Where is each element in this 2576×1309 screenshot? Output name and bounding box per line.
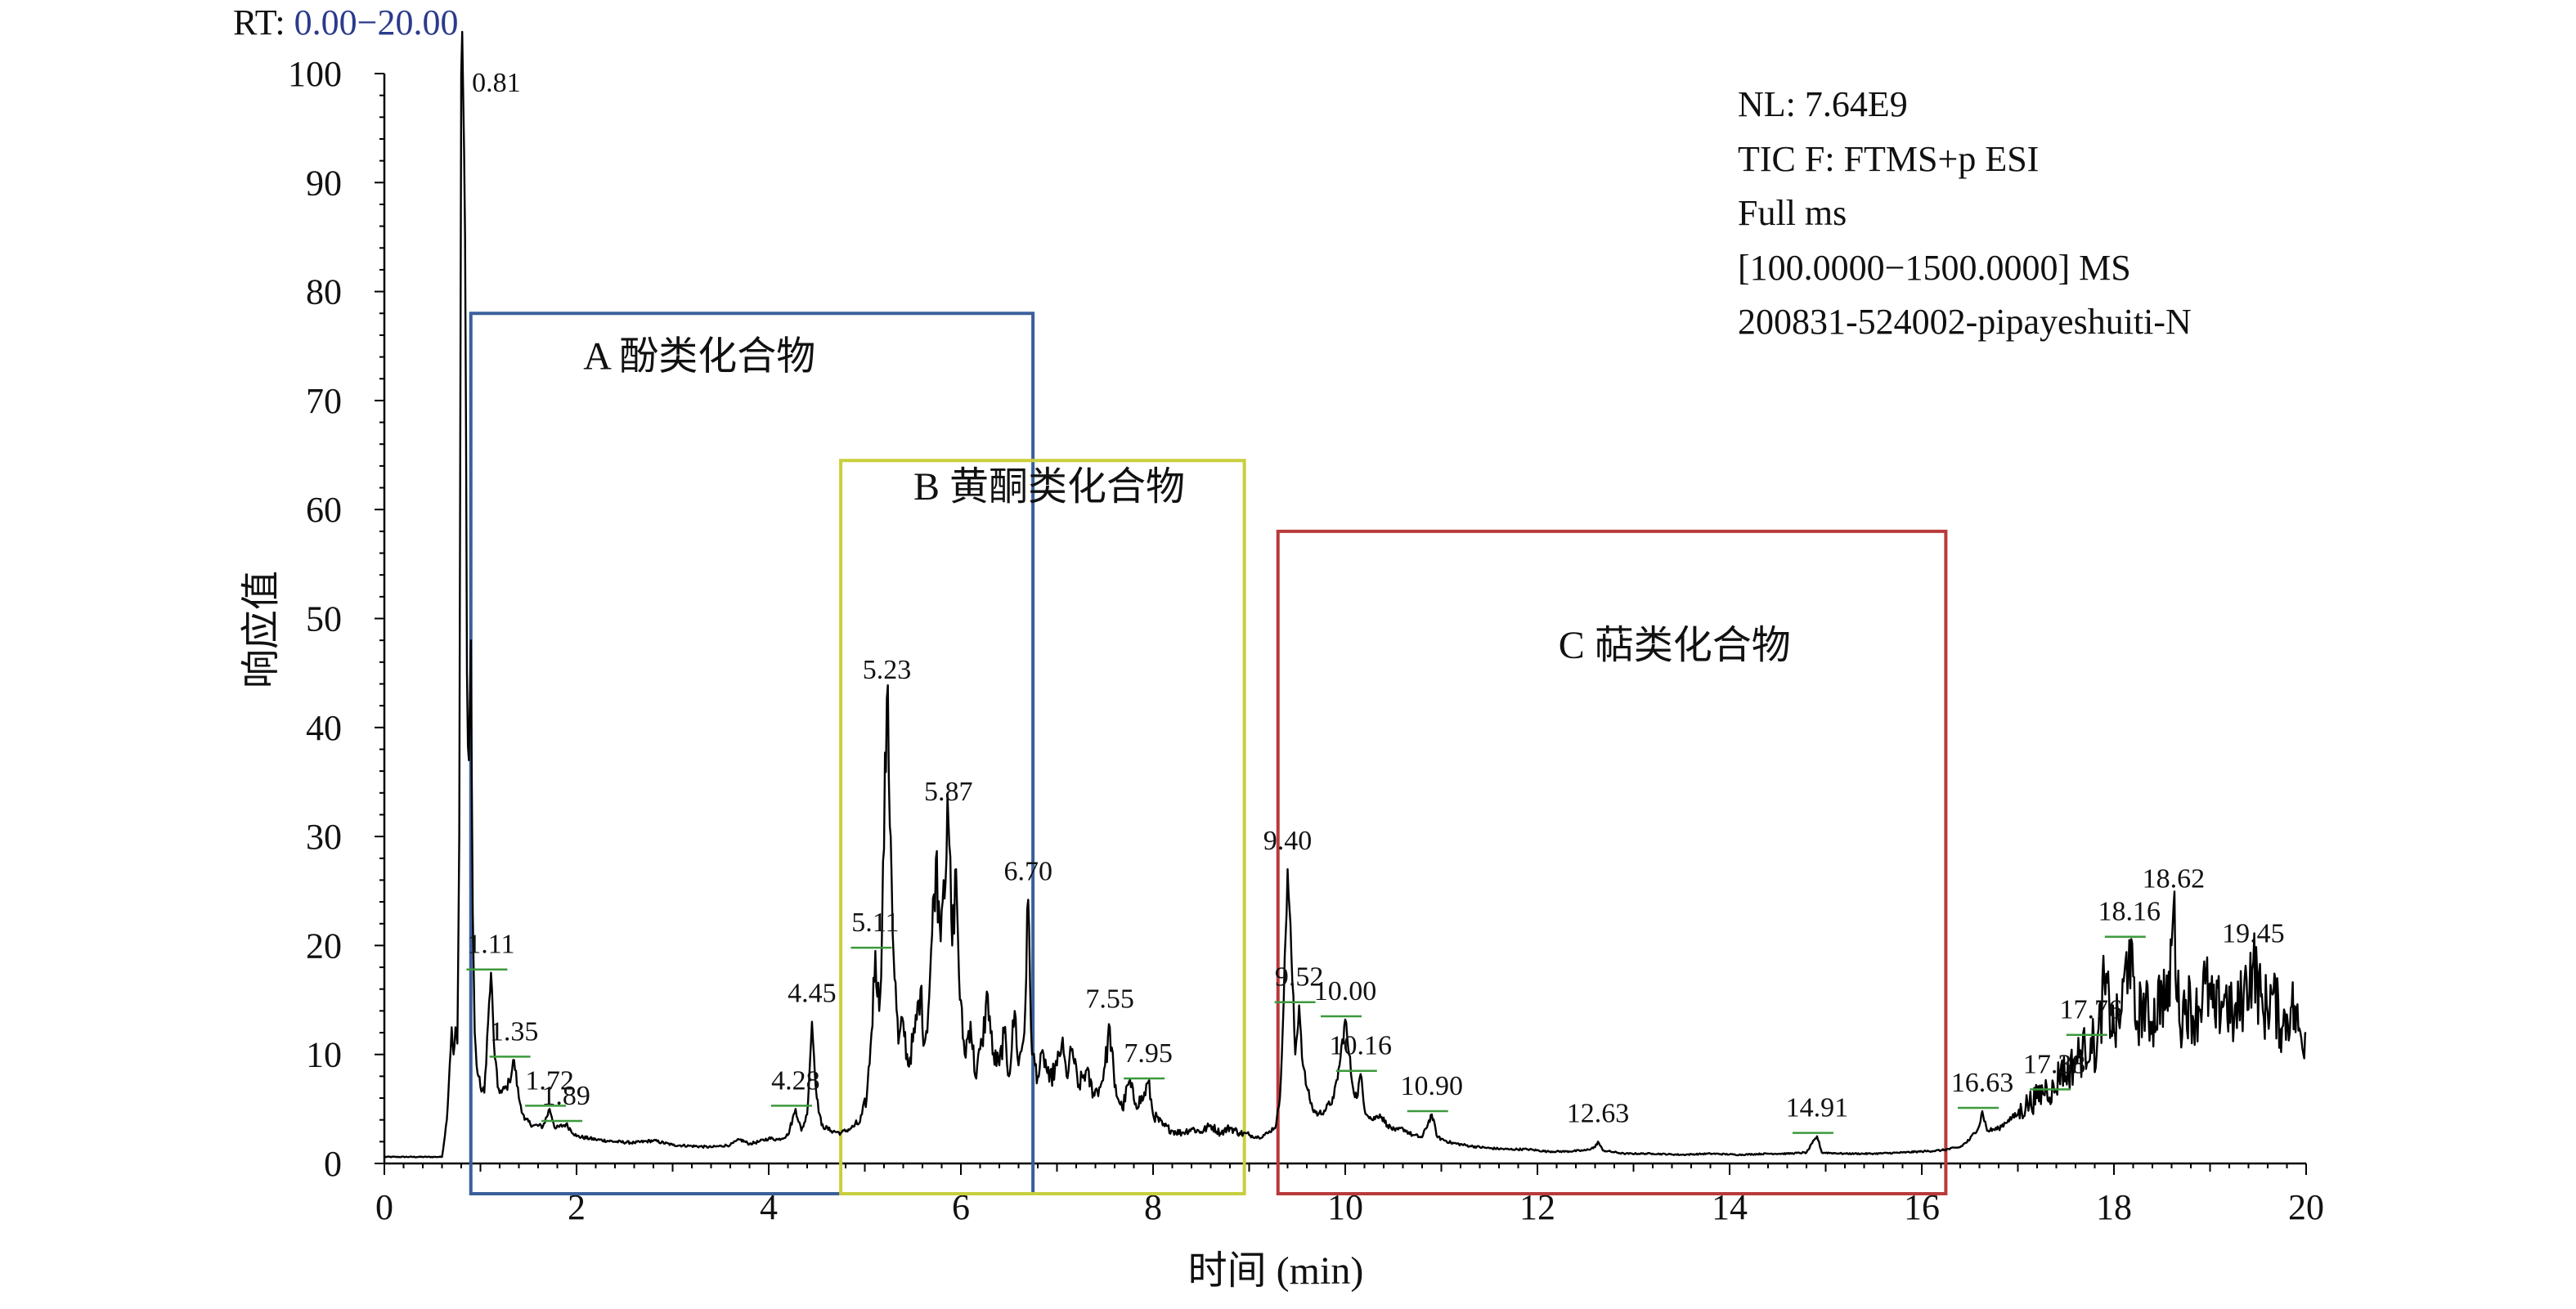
compound-regions: A 酚类化合物 B 黄酮类化合物 C 萜类化合物 xyxy=(469,312,1948,1195)
y-tick-label: 10 xyxy=(306,1035,342,1075)
region-a-phenols-box xyxy=(469,312,1035,1195)
y-tick-label: 40 xyxy=(306,708,342,748)
info-line-tic: TIC F: FTMS+p ESI xyxy=(1738,139,2039,179)
peak-label: 18.62 xyxy=(2143,864,2206,894)
peak-label: 4.45 xyxy=(788,979,837,1009)
peak-label: 1.72 xyxy=(525,1065,574,1096)
peak-label: 14.91 xyxy=(1786,1093,1849,1123)
y-tick-label: 50 xyxy=(306,599,342,639)
peak-label: 5.23 xyxy=(863,655,912,685)
y-tick-label: 80 xyxy=(306,272,342,312)
y-tick-label: 20 xyxy=(306,926,342,966)
rt-prefix: RT: xyxy=(233,2,294,43)
acquisition-info: NL: 7.64E9 TIC F: FTMS+p ESI Full ms [10… xyxy=(1738,84,2192,342)
info-line-sample: 200831-524002-pipayeshuiti-N xyxy=(1738,302,2192,342)
region-b-flavones-label: B 黄酮类化合物 xyxy=(913,465,1185,509)
peak-label: 17.76 xyxy=(2060,995,2123,1025)
x-tick-label: 2 xyxy=(568,1187,586,1227)
trace-layer xyxy=(384,30,2307,1159)
peak-label: 7.95 xyxy=(1124,1038,1173,1069)
x-tick-label: 8 xyxy=(1144,1187,1162,1227)
peak-label: 16.63 xyxy=(1951,1068,2014,1098)
y-tick-label: 0 xyxy=(324,1144,342,1184)
info-line-scan: Full ms xyxy=(1738,193,1847,233)
region-b-flavones-box xyxy=(839,459,1246,1195)
x-axis-title: 时间 (min) xyxy=(1188,1249,1364,1293)
region-a-phenols-label: A 酚类化合物 xyxy=(583,334,815,378)
x-tick-label: 4 xyxy=(760,1187,778,1227)
x-tick-label: 18 xyxy=(2096,1187,2132,1227)
x-tick-label: 0 xyxy=(375,1187,393,1227)
info-line-nl: NL: 7.64E9 xyxy=(1738,84,1908,124)
y-tick-label: 70 xyxy=(306,381,342,421)
peak-label: 7.55 xyxy=(1085,984,1134,1014)
peak-label: 12.63 xyxy=(1567,1098,1630,1128)
peak-label: 18.16 xyxy=(2098,897,2161,927)
y-tick-label: 100 xyxy=(288,54,342,94)
peak-label: 6.70 xyxy=(1004,856,1053,886)
peak-label: 5.87 xyxy=(924,777,973,807)
rt-range: 0.00−20.00 xyxy=(294,2,459,43)
peak-label: 9.52 xyxy=(1275,962,1324,993)
x-tick-label: 20 xyxy=(2288,1187,2324,1227)
x-tick-label: 6 xyxy=(952,1187,970,1227)
tic-trace-line xyxy=(384,30,2307,1159)
peak-label: 1.35 xyxy=(490,1016,539,1047)
region-c-terpenes-box xyxy=(1276,529,1948,1195)
peak-label: 10.90 xyxy=(1401,1071,1464,1101)
y-tick-label: 90 xyxy=(306,163,342,203)
y-tick-label: 30 xyxy=(306,817,342,857)
peak-label: 1.11 xyxy=(467,930,514,960)
peak-label: 10.00 xyxy=(1314,976,1377,1006)
peak-label: 5.11 xyxy=(851,908,899,938)
y-tick-label: 60 xyxy=(306,490,342,530)
peak-label: 0.81 xyxy=(472,68,521,98)
peak-label: 4.28 xyxy=(771,1065,820,1096)
peak-labels: 0.81 1.11 1.35 1.721.89 4.28 4.45 5.11 5.23 5.87… xyxy=(466,68,2285,1134)
peak-label: 19.45 xyxy=(2222,918,2285,948)
rt-header: RT: 0.00−20.00 xyxy=(233,2,458,43)
region-c-terpenes-label: C 萜类化合物 xyxy=(1559,624,1791,667)
peak-label: 9.40 xyxy=(1263,826,1313,856)
peak-label: 17.38 xyxy=(2023,1049,2086,1079)
y-axis-title: 响应值 xyxy=(240,571,283,688)
peak-label: 1.89 xyxy=(541,1081,590,1111)
info-line-mass-range: [100.0000−1500.0000] MS xyxy=(1738,248,2131,288)
peak-label: 10.16 xyxy=(1330,1031,1393,1061)
